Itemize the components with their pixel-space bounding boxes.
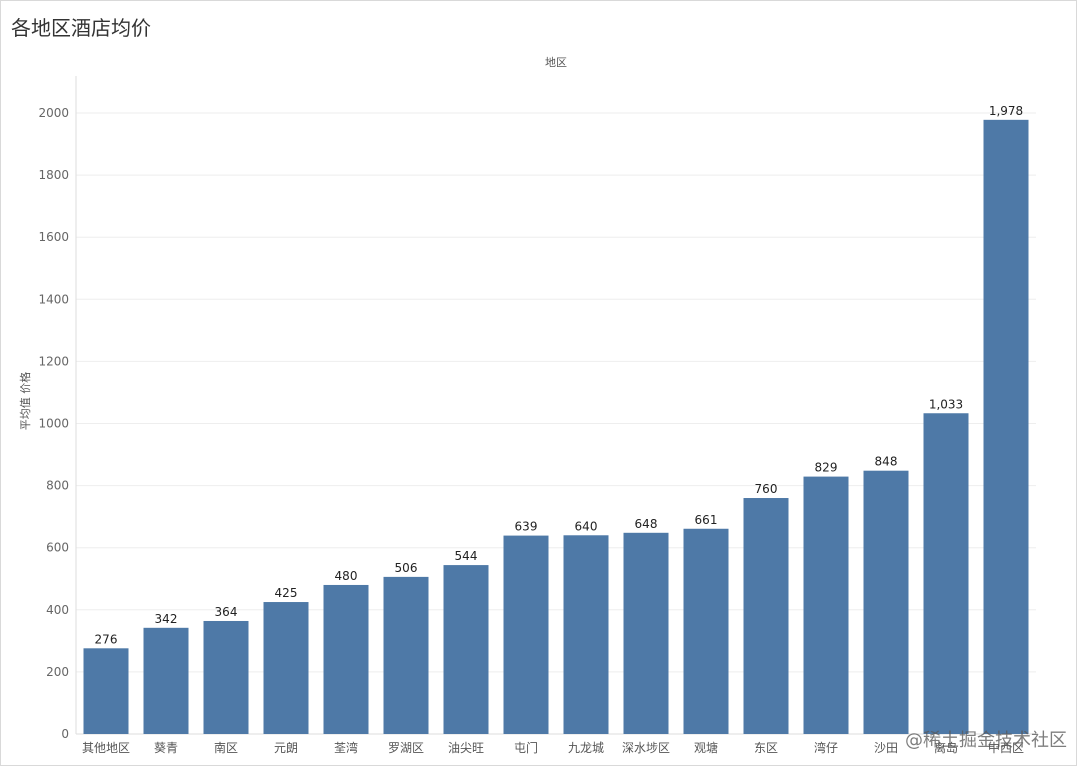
category-label: 深水埗区: [622, 741, 670, 755]
x-axis-title: 地区: [545, 56, 567, 69]
category-label: 油尖旺: [448, 741, 484, 755]
bar-其他地区[interactable]: [83, 648, 129, 734]
category-label: 九龙城: [568, 741, 604, 755]
y-tick-label: 200: [46, 665, 69, 679]
y-axis-title: 平均值 价格: [18, 372, 32, 431]
bars: [83, 119, 1029, 735]
y-tick-label: 1800: [38, 168, 69, 182]
y-tick-label: 1400: [38, 292, 69, 306]
category-label: 其他地区: [82, 741, 130, 755]
y-tick-label: 1000: [38, 417, 69, 431]
y-tick-labels: 0 200 400 600 800 1000 1200 1400 1600 1800 2000: [38, 106, 69, 741]
value-label: 829: [815, 461, 838, 475]
value-label: 1,033: [929, 397, 963, 411]
value-label: 364: [215, 605, 238, 619]
value-label: 425: [275, 586, 298, 600]
bar-屯门[interactable]: [503, 535, 549, 734]
bar-元朗[interactable]: [263, 602, 309, 734]
bar-九龙城[interactable]: [563, 535, 609, 734]
value-label: 506: [395, 561, 418, 575]
value-label: 640: [575, 519, 598, 533]
value-label: 848: [875, 455, 898, 469]
value-label: 276: [95, 632, 118, 646]
bar-葵青[interactable]: [143, 627, 189, 734]
category-label: 观塘: [694, 740, 718, 755]
y-tick-label: 2000: [38, 106, 69, 120]
bar-观塘[interactable]: [683, 528, 729, 734]
value-label: 544: [455, 549, 478, 563]
category-labels: 其他地区 葵青 南区 元朗 荃湾 罗湖区 油尖旺 屯门 九龙城 深水埗区 观塘 东区 湾仔 沙田 离岛 中西区: [82, 740, 1024, 755]
category-label: 中西区: [988, 740, 1024, 755]
value-label: 760: [755, 482, 778, 496]
category-label: 离岛: [934, 740, 958, 755]
value-label: 1,978: [989, 104, 1023, 118]
bar-南区[interactable]: [203, 620, 249, 734]
bar-沙田[interactable]: [863, 470, 909, 734]
bar-东区[interactable]: [743, 498, 789, 734]
value-label: 480: [335, 569, 358, 583]
bar-荃湾[interactable]: [323, 584, 369, 734]
bar-罗湖区[interactable]: [383, 576, 429, 734]
y-tick-label: 400: [46, 603, 69, 617]
category-label: 湾仔: [814, 740, 838, 755]
category-label: 罗湖区: [388, 740, 424, 755]
y-tick-label: 1600: [38, 230, 69, 244]
bar-湾仔[interactable]: [803, 476, 849, 734]
category-label: 东区: [754, 741, 778, 755]
category-label: 南区: [214, 740, 238, 755]
bar-深水埗区[interactable]: [623, 532, 669, 734]
value-label: 342: [155, 612, 178, 626]
bar-离岛[interactable]: [923, 413, 969, 734]
category-label: 荃湾: [334, 740, 358, 755]
y-tick-label: 800: [46, 479, 69, 493]
value-label: 639: [515, 520, 538, 534]
y-tick-label: 0: [61, 727, 69, 741]
value-labels: 276 342 364 425 480 506 544 639 640 648 661 760 829 8…: [95, 104, 1024, 646]
bar-中西区[interactable]: [983, 119, 1029, 735]
value-label: 648: [635, 517, 658, 531]
y-tick-label: 600: [46, 541, 69, 555]
value-label: 661: [695, 513, 718, 527]
y-tick-label: 1200: [38, 354, 69, 368]
chart-title: 各地区酒店均价: [11, 16, 151, 40]
category-label: 葵青: [154, 741, 178, 755]
category-label: 元朗: [274, 741, 298, 755]
category-label: 屯门: [514, 740, 538, 755]
bar-油尖旺[interactable]: [443, 565, 489, 734]
category-label: 沙田: [874, 741, 898, 755]
